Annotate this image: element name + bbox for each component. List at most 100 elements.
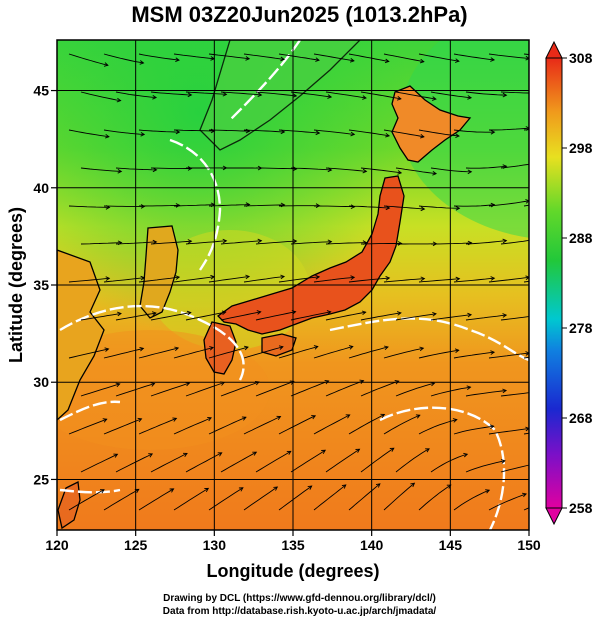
streamline xyxy=(395,91,436,100)
streamline xyxy=(173,204,215,207)
streamline xyxy=(290,241,332,245)
streamline xyxy=(115,453,153,473)
streamline-arrowhead xyxy=(321,449,326,455)
streamline xyxy=(383,414,420,435)
streamline xyxy=(185,382,225,397)
streamline xyxy=(243,486,278,511)
streamline xyxy=(500,392,529,397)
streamline-arrowhead xyxy=(104,347,110,352)
streamline xyxy=(278,415,316,435)
streamline xyxy=(453,204,495,207)
streamline xyxy=(488,276,529,283)
colorbar-scale xyxy=(545,57,563,509)
x-tick-label: 140 xyxy=(360,537,384,553)
streamline-arrowhead xyxy=(140,275,146,281)
colorbar-tick-label: 308 xyxy=(569,50,593,66)
streamline-arrowhead xyxy=(345,414,351,419)
streamline xyxy=(383,205,425,210)
streamline xyxy=(150,382,190,397)
streamline-arrowhead xyxy=(385,132,391,138)
y-tick-label: 45 xyxy=(33,83,49,99)
streamline-arrowhead xyxy=(209,346,215,351)
streamline-arrowhead xyxy=(315,57,320,62)
streamline xyxy=(68,277,110,283)
streamline xyxy=(255,240,297,245)
streamline xyxy=(348,53,389,62)
streamline xyxy=(313,276,355,283)
streamline xyxy=(80,313,122,321)
streamline xyxy=(430,453,468,473)
streamline xyxy=(80,453,118,473)
streamline-arrowhead xyxy=(292,93,298,98)
streamline xyxy=(255,311,296,321)
streamline xyxy=(383,53,424,63)
streamline-arrowhead xyxy=(522,492,527,498)
streamline-arrowhead xyxy=(467,95,473,100)
streamline-arrowhead xyxy=(245,56,251,61)
streamline xyxy=(220,240,262,245)
streamline xyxy=(138,276,180,283)
streamline-arrowhead xyxy=(116,97,122,103)
streamline xyxy=(173,276,215,283)
streamline-arrowhead xyxy=(115,382,121,388)
x-axis-title: Longitude (degrees) xyxy=(206,561,379,581)
streamline-arrowhead xyxy=(500,459,506,464)
streamline xyxy=(290,449,326,473)
streamline-arrowhead xyxy=(396,96,402,101)
streamline xyxy=(243,346,284,359)
streamline-arrowhead xyxy=(389,447,395,452)
streamline xyxy=(325,91,367,99)
streamline xyxy=(256,167,297,170)
streamline xyxy=(313,414,350,435)
streamline-arrowhead xyxy=(452,418,458,423)
streamline xyxy=(138,488,174,511)
streamline xyxy=(278,129,320,134)
streamline xyxy=(465,165,507,169)
streamline xyxy=(453,351,495,359)
streamline xyxy=(150,167,192,169)
streamline xyxy=(313,53,354,62)
streamline xyxy=(208,129,250,132)
streamline xyxy=(418,129,460,137)
streamline-arrowhead xyxy=(463,452,469,458)
streamline-arrowhead xyxy=(273,486,279,491)
streamline-arrowhead xyxy=(100,489,105,494)
streamline-arrowhead xyxy=(362,168,368,174)
streamline-arrowhead xyxy=(502,92,508,98)
streamline xyxy=(430,167,472,173)
streamline-arrowhead xyxy=(139,346,145,352)
streamline-arrowhead xyxy=(217,452,223,457)
streamline-arrowhead xyxy=(175,57,180,63)
streamline-arrowhead xyxy=(186,310,192,316)
streamline xyxy=(360,167,402,174)
streamline xyxy=(348,483,381,511)
streamline xyxy=(220,91,262,96)
streamline xyxy=(325,167,367,172)
streamline xyxy=(208,346,249,359)
streamline xyxy=(395,382,435,397)
streamline-arrowhead xyxy=(113,453,119,458)
streamline-arrowhead xyxy=(105,133,110,139)
streamline-arrowhead xyxy=(525,275,529,280)
streamline-arrowhead xyxy=(466,385,472,390)
x-tick-label: 135 xyxy=(281,537,305,553)
streamline-arrowhead xyxy=(420,206,426,212)
streamline-arrowhead xyxy=(307,485,313,490)
streamline xyxy=(255,380,294,397)
x-tick-label: 130 xyxy=(203,537,227,553)
streamline-arrowhead xyxy=(397,170,403,175)
streamline xyxy=(138,347,179,359)
streamline-arrowhead xyxy=(572,161,576,165)
x-tick-label: 150 xyxy=(517,537,541,553)
streamline xyxy=(208,204,250,207)
streamline xyxy=(290,311,331,321)
streamline-arrowhead xyxy=(289,380,295,385)
streamline xyxy=(255,450,292,473)
streamline xyxy=(115,167,157,171)
streamline xyxy=(395,167,437,175)
streamline-arrowhead xyxy=(525,426,529,432)
streamline-arrowhead xyxy=(105,276,111,281)
x-tick-label: 120 xyxy=(45,537,69,553)
streamline-arrowhead xyxy=(572,389,576,393)
streamline xyxy=(208,276,250,283)
